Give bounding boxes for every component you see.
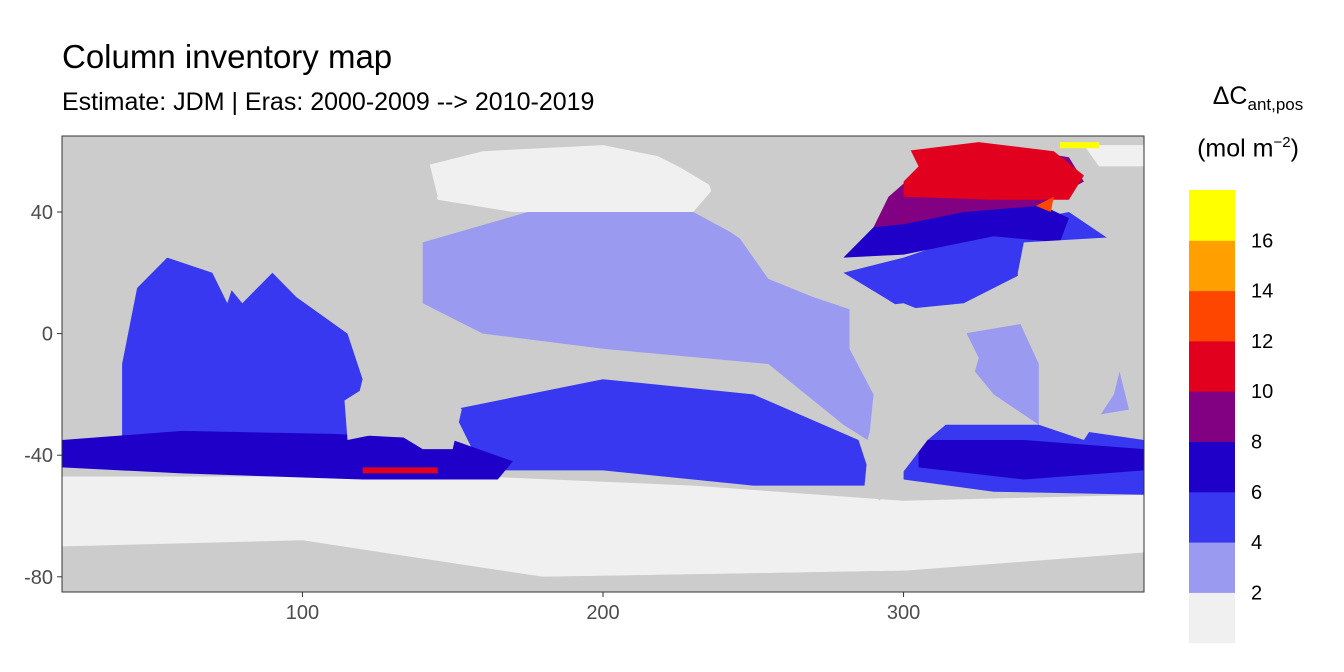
legend-color-bin [1189, 441, 1235, 493]
legend-color-bin [1189, 491, 1235, 543]
legend-color-bin [1189, 391, 1235, 442]
region-pacific-central [422, 212, 880, 440]
land-north-america [572, 136, 919, 279]
legend-tick-label: 2 [1251, 582, 1262, 604]
region-north-pacific [422, 145, 715, 212]
legend-color-bin [1189, 290, 1235, 342]
region-arctic-sea [1083, 145, 1144, 167]
y-tick-label: 0 [42, 324, 53, 346]
land-antarctica [62, 540, 1144, 592]
legend-tick-label: 8 [1251, 432, 1262, 454]
legend-tick-label: 16 [1251, 230, 1273, 252]
land-eurasia [62, 136, 438, 304]
legend-unit-prefix: (mol m [1197, 134, 1274, 163]
chart-title: Column inventory map [62, 38, 393, 75]
legend-title: ΔCant,pos (mol m−2) [1188, 84, 1328, 161]
land-africa [1017, 236, 1144, 440]
region-north-atlantic-orange [1035, 196, 1054, 212]
legend-unit-sup: −2 [1273, 134, 1291, 151]
legend-title-main: ΔC [1212, 82, 1248, 110]
region-arctic-yellow [1059, 142, 1099, 149]
x-tick-label: 200 [586, 602, 619, 624]
region-southern-ice [62, 476, 1144, 577]
chart-subtitle: Estimate: JDM | Eras: 2000-2009 --> 2010… [62, 88, 595, 116]
land-australia [344, 370, 462, 450]
region-tasman-red [362, 467, 438, 474]
legend-color-bin [1189, 592, 1235, 644]
land-masses [62, 136, 1144, 592]
legend-tick-label: 4 [1251, 532, 1262, 554]
region-indian-ocean [122, 257, 363, 440]
legend-color-bin [1189, 542, 1235, 593]
legend-unit: (mol m−2) [1168, 135, 1328, 161]
legend: 2 4 6 8 10 12 14 16 [1189, 190, 1273, 644]
legend-tick-label: 14 [1251, 281, 1273, 303]
legend-tick-label: 6 [1251, 482, 1262, 504]
legend-tick-label: 12 [1251, 331, 1273, 353]
legend-tick-label: 10 [1251, 381, 1273, 403]
y-tick-label: -40 [24, 445, 53, 467]
legend-unit-suffix: ) [1290, 134, 1299, 163]
region-south-atlantic-band [918, 440, 1144, 480]
land-south-america [849, 303, 979, 501]
legend-title-sub: ant,pos [1247, 95, 1304, 114]
legend-color-bin [1189, 240, 1235, 292]
legend-color-bin [1189, 190, 1235, 241]
region-southern-ocean-band [62, 430, 513, 480]
region-south-pacific [452, 379, 874, 486]
x-tick-label: 300 [887, 602, 920, 624]
ocean-regions [62, 142, 1144, 577]
region-north-atlantic-mid [843, 196, 1069, 258]
legend-color-bin [1189, 340, 1235, 392]
y-tick-label: -80 [24, 567, 53, 589]
region-north-atlantic-high [903, 142, 1084, 200]
x-tick-label: 100 [286, 602, 319, 624]
y-tick-label: 40 [31, 202, 53, 224]
